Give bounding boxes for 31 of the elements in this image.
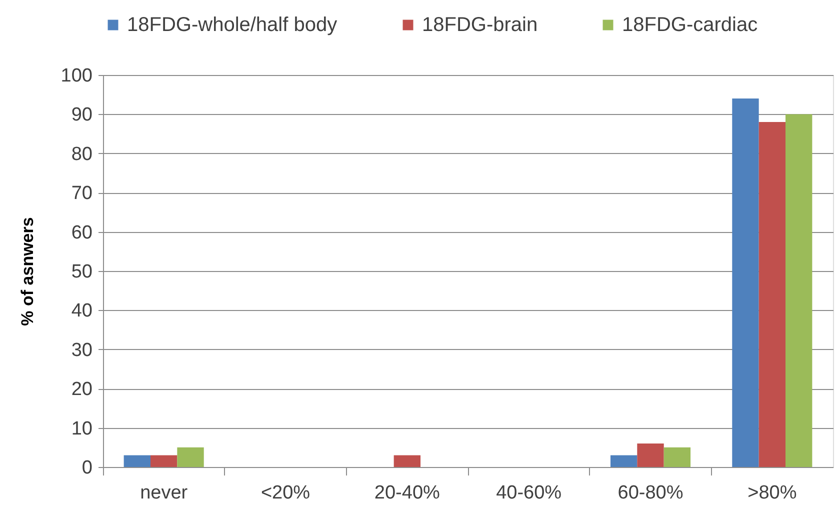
bar xyxy=(758,122,786,467)
x-tick-label: never xyxy=(140,482,188,504)
bar xyxy=(150,455,178,467)
x-tick-label: 60-80% xyxy=(618,482,684,504)
y-tick-label: 20 xyxy=(71,379,92,400)
x-tick-label: 20-40% xyxy=(374,482,440,504)
x-tick-label: >80% xyxy=(748,482,797,504)
bar xyxy=(732,98,759,467)
legend-label: 18FDG-brain xyxy=(422,14,538,36)
legend-label: 18FDG-cardiac xyxy=(622,14,758,36)
y-tick-label: 100 xyxy=(60,66,92,86)
bar xyxy=(177,447,204,467)
bar xyxy=(124,455,150,467)
y-tick-label: 60 xyxy=(71,222,92,244)
x-tick-label: <20% xyxy=(260,482,310,504)
y-tick-label: 40 xyxy=(71,300,92,322)
bar xyxy=(664,447,691,467)
y-tick-label: 0 xyxy=(82,458,92,478)
bar xyxy=(394,455,421,467)
bar xyxy=(610,455,638,467)
y-tick-label: 30 xyxy=(71,340,92,361)
legend-label: 18FDG-whole/half body xyxy=(127,14,338,36)
y-tick-label: 10 xyxy=(71,418,92,440)
bar xyxy=(786,114,812,467)
y-axis-title: % of asnwers xyxy=(18,217,37,326)
y-tick-label: 70 xyxy=(71,183,92,204)
bar xyxy=(637,443,664,467)
y-tick-label: 50 xyxy=(71,262,92,282)
y-tick-label: 80 xyxy=(71,144,92,165)
y-tick-label: 90 xyxy=(71,104,92,126)
x-tick-label: 40-60% xyxy=(496,482,562,504)
